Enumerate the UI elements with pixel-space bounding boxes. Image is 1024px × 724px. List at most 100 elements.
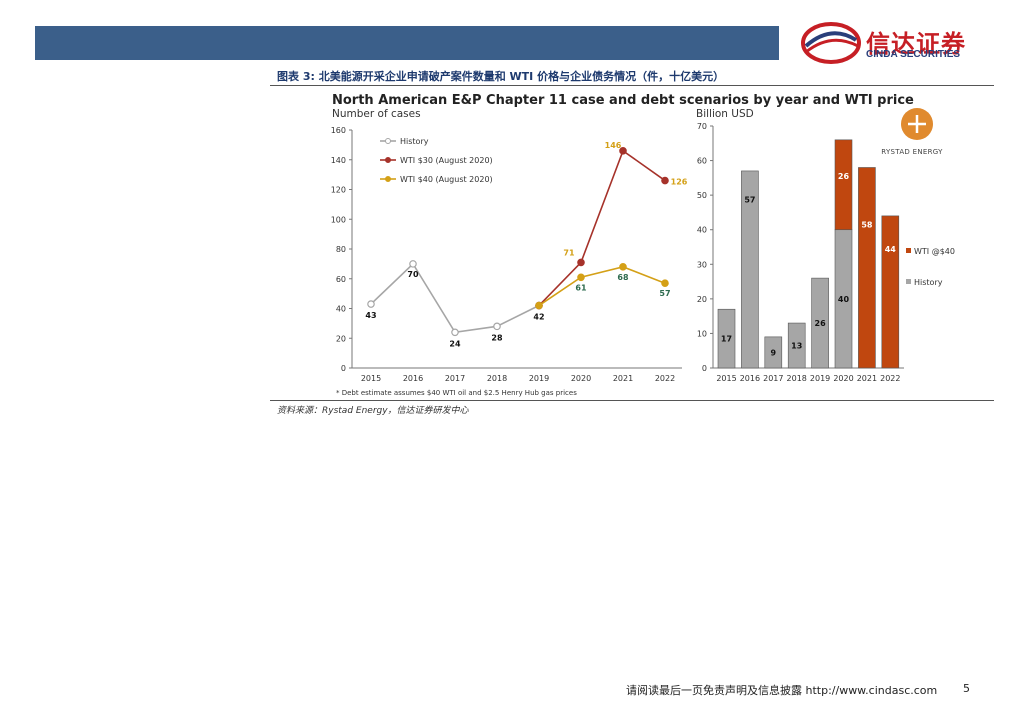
data-label: 126 — [671, 178, 688, 187]
line-y-tick-label: 140 — [331, 156, 346, 165]
bar-y-tick-label: 10 — [697, 329, 707, 338]
line-y-tick-label: 0 — [341, 364, 346, 373]
bar-x-tick-label: 2020 — [833, 374, 853, 383]
data-label: 24 — [449, 339, 461, 348]
data-label: 43 — [365, 311, 376, 320]
bar-wti — [834, 139, 853, 231]
bar-label: 40 — [838, 295, 850, 304]
bar-x-tick-label: 2016 — [740, 374, 760, 383]
series-line-2 — [538, 266, 666, 307]
figure-title: 图表 3: 北美能源开采企业申请破产案件数量和 WTI 价格与企业债务情况（件，… — [277, 70, 725, 83]
series-point-2 — [535, 301, 543, 310]
series-point-2 — [661, 279, 669, 288]
bottom-rule — [270, 400, 994, 401]
source-note: 资料来源：Rystad Energy，信达证券研发中心 — [277, 406, 469, 416]
bar-legend-swatch — [906, 279, 911, 284]
bar-history — [764, 336, 783, 369]
bar-x-tick-label: 2017 — [763, 374, 783, 383]
logo-chinese-text: 信达证券 — [866, 30, 966, 58]
bar-x-tick-label: 2015 — [716, 374, 736, 383]
series-point-1 — [661, 176, 669, 185]
line-y-tick-label: 120 — [331, 186, 346, 195]
bar-y-tick-label: 60 — [697, 157, 707, 166]
line-y-tick-label: 100 — [331, 215, 346, 224]
chart-area: North American E&P Chapter 11 case and d… — [331, 93, 955, 397]
bar-wti — [858, 167, 876, 369]
legend-label: History — [400, 137, 429, 146]
line-x-tick-label: 2017 — [445, 374, 465, 383]
logo-english-text: CINDA SECURITIES — [866, 49, 961, 60]
bar-legend-swatch — [906, 248, 911, 253]
bar-y-tick-label: 70 — [697, 122, 707, 131]
data-label: 68 — [617, 273, 629, 282]
bar-history — [717, 308, 736, 369]
page-number: 5 — [963, 682, 970, 695]
bar-legend-label: History — [914, 278, 943, 287]
series-line-0 — [370, 262, 540, 334]
bar-history — [741, 170, 759, 369]
footer-disclaimer: 请阅读最后一页免责声明及信息披露 http://www.cindasc.com — [626, 684, 938, 697]
legend-label: WTI $40 (August 2020) — [400, 175, 493, 184]
series-point-1 — [619, 147, 627, 155]
line-x-tick-label: 2022 — [655, 374, 675, 383]
cinda-logo: 信达证券 CINDA SECURITIES — [800, 22, 990, 64]
legend-swatch-marker — [385, 157, 391, 163]
rystad-logo-cross — [908, 115, 926, 133]
data-label: 57 — [659, 289, 670, 298]
bar-label: 44 — [885, 245, 897, 254]
bar-history — [787, 322, 806, 369]
bar-y-tick-label: 30 — [697, 260, 707, 269]
chart-footnote: * Debt estimate assumes $40 WTI oil and … — [336, 389, 577, 397]
bar-y-tick-label: 40 — [697, 226, 707, 235]
data-label: 146 — [605, 141, 622, 150]
bar-y-tick-label: 0 — [702, 364, 707, 373]
bar-y-tick-label: 50 — [697, 191, 707, 200]
line-x-tick-label: 2015 — [361, 374, 381, 383]
bar-label: 17 — [721, 335, 732, 344]
line-x-tick-label: 2020 — [571, 374, 591, 383]
top-rule — [270, 85, 994, 86]
series-point-2 — [577, 273, 585, 282]
legend-swatch-marker — [385, 138, 391, 144]
bar-label: 26 — [815, 319, 827, 328]
series-line-1 — [538, 149, 666, 307]
legend-swatch-marker — [385, 176, 391, 182]
series-point-0 — [451, 328, 459, 337]
bar-x-tick-label: 2018 — [787, 374, 807, 383]
data-label: 70 — [407, 270, 419, 279]
chart-title: North American E&P Chapter 11 case and d… — [332, 93, 914, 108]
line-chart-ylabel: Number of cases — [332, 108, 421, 120]
bar-x-tick-label: 2019 — [810, 374, 830, 383]
bar-label: 58 — [861, 221, 873, 230]
line-y-tick-label: 160 — [331, 126, 346, 135]
line-x-tick-label: 2016 — [403, 374, 423, 383]
series-point-2 — [619, 263, 627, 271]
bar-x-tick-label: 2022 — [880, 374, 900, 383]
series-point-0 — [367, 300, 375, 308]
header-bar — [35, 26, 779, 60]
data-label: 42 — [533, 313, 544, 322]
rystad-brand-text: RYSTAD ENERGY — [881, 148, 943, 156]
data-label: 71 — [563, 248, 575, 257]
bar-label: 9 — [771, 348, 777, 357]
line-x-tick-label: 2019 — [529, 374, 549, 383]
cinda-logo-icon — [801, 22, 861, 64]
bar-label: 57 — [744, 195, 755, 204]
data-label: 28 — [491, 333, 503, 342]
line-x-tick-label: 2021 — [613, 374, 633, 383]
legend-label: WTI $30 (August 2020) — [400, 156, 493, 165]
line-y-tick-label: 20 — [336, 334, 346, 343]
line-y-tick-label: 60 — [336, 275, 346, 284]
line-x-tick-label: 2018 — [487, 374, 507, 383]
bar-x-tick-label: 2021 — [857, 374, 877, 383]
bar-history — [811, 277, 829, 369]
series-point-1 — [577, 258, 585, 267]
bar-legend-label: WTI @$40 — [914, 247, 955, 256]
line-y-tick-label: 40 — [336, 305, 346, 314]
series-point-0 — [493, 322, 501, 331]
line-y-tick-label: 80 — [336, 245, 346, 254]
bar-label: 26 — [838, 172, 850, 181]
bar-y-tick-label: 20 — [697, 295, 707, 304]
series-point-0 — [409, 260, 417, 268]
bar-wti — [881, 215, 900, 369]
